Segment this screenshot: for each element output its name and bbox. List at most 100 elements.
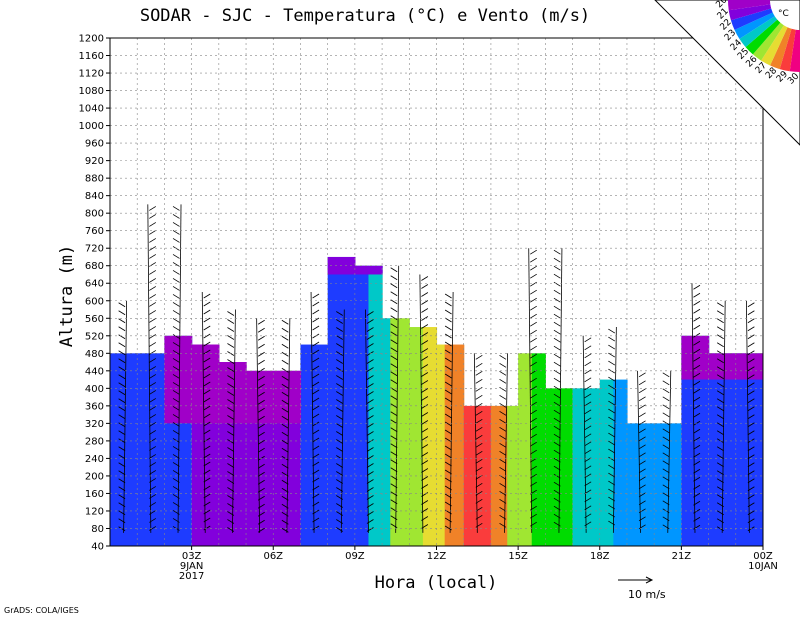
wind-barb	[336, 479, 343, 484]
wind-barb	[149, 430, 157, 435]
wind-barb	[336, 391, 343, 396]
wind-barb	[693, 364, 701, 370]
wind-barb	[716, 382, 724, 388]
y-tick-label: 280	[85, 436, 104, 447]
wind-barb	[172, 438, 180, 443]
wind-barb	[203, 509, 211, 515]
wind-barb	[312, 405, 320, 411]
wind-barb-shaft	[340, 309, 345, 533]
wind-barb	[390, 435, 398, 441]
wind-barb	[227, 391, 235, 396]
wind-barb	[336, 447, 343, 452]
wind-barb	[366, 455, 374, 460]
wind-barb	[149, 214, 157, 219]
footer-credit: GrADS: COLA/IGES	[4, 606, 79, 615]
wind-barb	[257, 471, 265, 477]
wind-barb	[172, 510, 180, 515]
temp-cell	[409, 327, 424, 546]
wind-barb	[444, 389, 452, 395]
wind-barb	[203, 341, 211, 347]
colorbar-swatch	[728, 0, 771, 11]
wind-barb	[747, 342, 755, 348]
wind-barb	[638, 372, 646, 378]
wind-barb	[716, 414, 724, 420]
wind-barb	[149, 438, 157, 443]
wind-barb	[421, 452, 429, 457]
wind-barb	[475, 434, 483, 440]
x-tick-sublabel: 9JAN	[180, 561, 203, 572]
wind-barb	[608, 512, 616, 518]
x-tick-label: 12Z	[427, 551, 447, 562]
wind-barb	[281, 439, 289, 445]
wind-barb	[693, 412, 701, 418]
y-tick-label: 160	[85, 489, 104, 500]
wind-barb	[530, 321, 537, 327]
wind-barb	[227, 359, 235, 364]
wind-barb	[444, 429, 452, 435]
wind-barb	[227, 471, 235, 476]
wind-barb	[257, 319, 265, 325]
wind-barb	[227, 503, 235, 508]
wind-barb	[172, 414, 180, 419]
x-tick-label: 18Z	[590, 551, 610, 562]
wind-barb	[662, 372, 670, 378]
wind-barb	[693, 524, 701, 530]
wind-barb	[118, 478, 126, 484]
wind-barb	[638, 428, 646, 434]
wind-barb	[227, 463, 235, 468]
wind-barb	[149, 486, 157, 491]
wind-barb	[390, 499, 398, 505]
wind-barb	[662, 380, 670, 386]
wind-barb	[118, 334, 126, 340]
wind-barb	[203, 309, 211, 315]
wind-barb	[499, 386, 507, 392]
wind-barb	[475, 410, 483, 416]
wind-barb	[118, 494, 126, 500]
wind-barb	[149, 278, 157, 283]
wind-barb	[172, 502, 180, 507]
colorbar-label: 20	[714, 0, 729, 10]
wind-barb	[530, 305, 537, 311]
y-tick-label: 1200	[79, 34, 104, 45]
wind-barb	[693, 396, 701, 402]
wind-barb	[421, 500, 429, 505]
wind-barb	[584, 497, 592, 503]
wind-barb	[149, 238, 157, 243]
temp-cell	[354, 265, 383, 275]
wind-barb	[553, 273, 561, 279]
wind-barb	[475, 466, 483, 472]
wind-barb	[366, 511, 374, 516]
wind-barb	[172, 294, 180, 299]
wind-barb	[553, 377, 561, 383]
wind-barb	[499, 506, 507, 512]
wind-barb	[716, 518, 724, 524]
wind-barb	[530, 393, 537, 399]
wind-barb	[693, 516, 701, 522]
wind-barb	[149, 366, 157, 371]
wind-barb-shaft	[637, 370, 641, 533]
wind-barb	[553, 329, 561, 335]
temp-cell	[531, 353, 546, 546]
wind-barb	[281, 447, 289, 453]
wind-barb	[281, 391, 289, 397]
wind-barb	[281, 463, 289, 469]
wind-barb	[257, 423, 265, 429]
temp-cell	[382, 318, 391, 546]
wind-barb	[638, 524, 646, 530]
wind-barb	[227, 519, 235, 524]
wind-barb	[172, 366, 180, 371]
wind-barb	[281, 471, 289, 477]
y-tick-label: 1000	[79, 121, 104, 132]
wind-barb	[444, 333, 452, 339]
wind-barb	[172, 262, 180, 267]
wind-barb	[584, 369, 592, 375]
wind-barb	[390, 403, 398, 409]
wind-barb	[312, 301, 320, 307]
wind-barb	[336, 383, 343, 388]
wind-barb	[227, 447, 235, 452]
wind-barb	[608, 448, 616, 454]
wind-barb	[421, 316, 429, 321]
wind-barb-shaft	[286, 318, 291, 533]
wind-barb-shaft	[232, 309, 236, 533]
wind-barb	[203, 453, 211, 459]
